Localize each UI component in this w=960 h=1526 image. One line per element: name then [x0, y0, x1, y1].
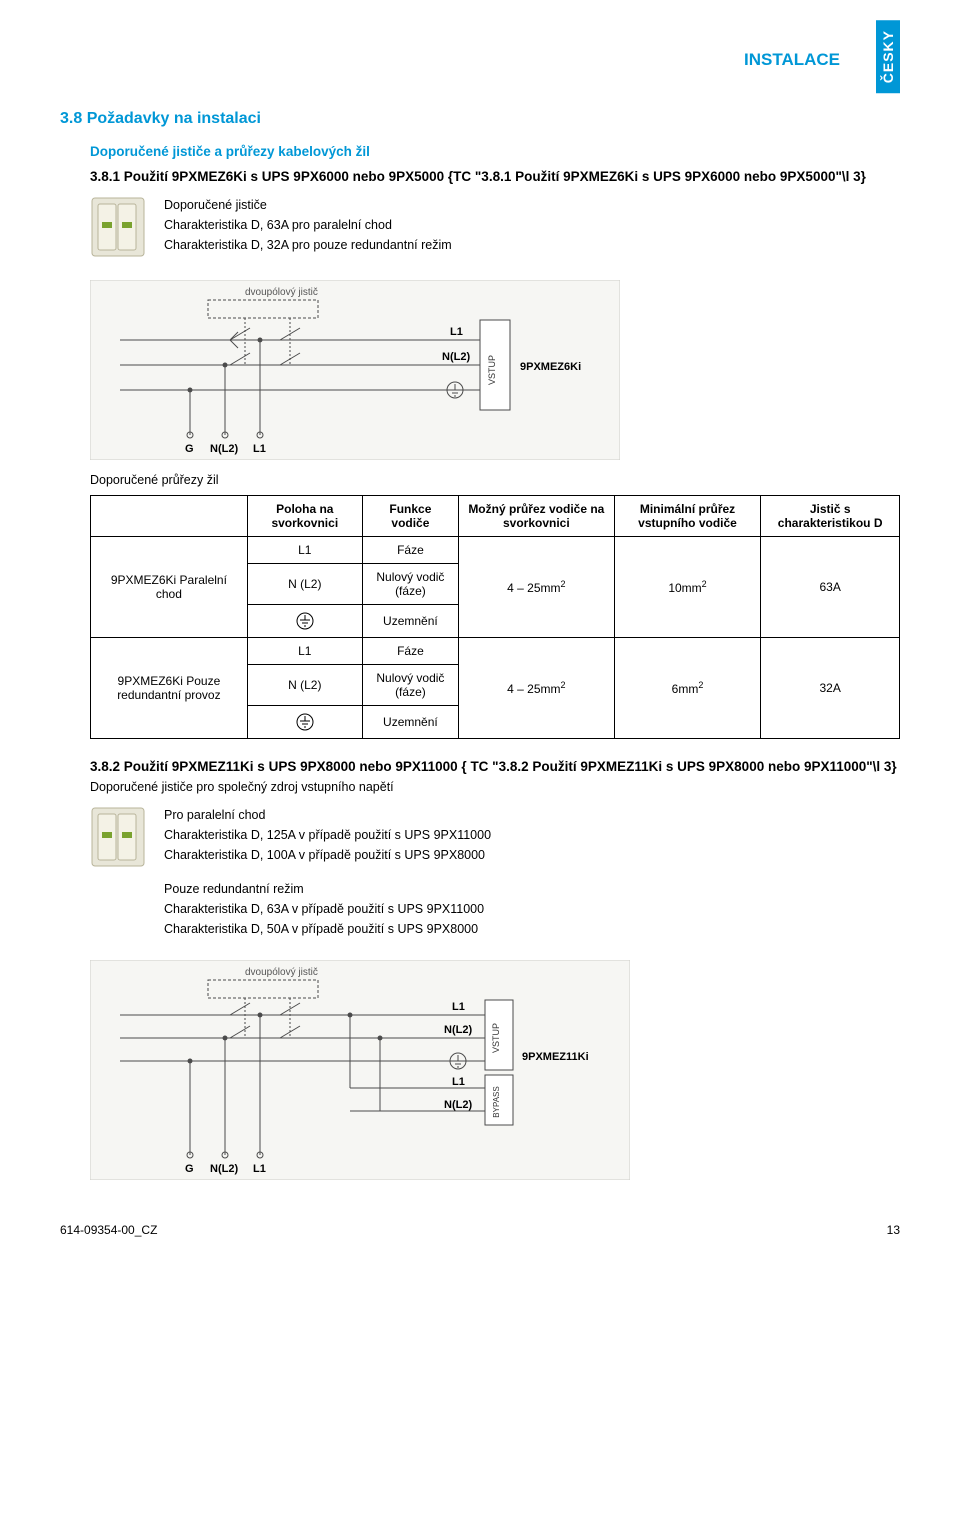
svg-text:9PXMEZ6Ki: 9PXMEZ6Ki	[520, 361, 581, 373]
table-header: Minimální průřez vstupního vodiče	[614, 496, 761, 537]
subsection-3-8-2-heading: 3.8.2 Použití 9PXMEZ11Ki s UPS 9PX8000 n…	[90, 759, 900, 774]
language-tab: ČESKY	[876, 20, 900, 93]
svg-text:G: G	[185, 1163, 194, 1175]
breaker-spec-line: Charakteristika D, 63A pro paralelní cho…	[164, 218, 452, 232]
table-cell: 4 – 25mm2	[458, 638, 614, 739]
table-cell: N (L2)	[247, 665, 362, 706]
table-cell: Nulový vodič (fáze)	[362, 564, 458, 605]
table-row: 9PXMEZ6Ki Paralelní chod L1 Fáze 4 – 25m…	[91, 537, 900, 564]
doc-number: 614-09354-00_CZ	[60, 1223, 157, 1237]
table-cell: L1	[247, 638, 362, 665]
table-header: Funkce vodiče	[362, 496, 458, 537]
diagram-label: dvoupólový jistič	[245, 287, 318, 298]
wire-spec-table-6ki: Poloha na svorkovnici Funkce vodiče Možn…	[90, 495, 900, 739]
row-label: 9PXMEZ6Ki Paralelní chod	[91, 537, 248, 638]
breaker-spec-line: Charakteristika D, 100A v případě použit…	[164, 848, 491, 862]
svg-text:dvoupólový jistič: dvoupólový jistič	[245, 967, 318, 978]
svg-text:L1: L1	[253, 1163, 266, 1175]
ground-icon	[247, 605, 362, 638]
svg-text:N(L2): N(L2)	[210, 1163, 238, 1175]
table-cell: 32A	[761, 638, 900, 739]
svg-text:N(L2): N(L2)	[210, 443, 238, 455]
recommended-breakers-label: Doporučené jističe	[164, 198, 452, 212]
table-header: Možný průřez vodiče na svorkovnici	[458, 496, 614, 537]
parallel-mode-label: Pro paralelní chod	[164, 808, 491, 822]
svg-text:L1: L1	[450, 326, 463, 338]
svg-text:L1: L1	[253, 443, 266, 455]
breaker-spec-line: Charakteristika D, 50A v případě použití…	[164, 922, 491, 936]
svg-text:G: G	[185, 443, 194, 455]
table-cell: L1	[247, 537, 362, 564]
subsection-3-8-1-heading: 3.8.1 Použití 9PXMEZ6Ki s UPS 9PX6000 ne…	[90, 169, 900, 184]
breaker-spec-line: Charakteristika D, 32A pro pouze redunda…	[164, 238, 452, 252]
table-row: 9PXMEZ6Ki Pouze redundantní provoz L1 Fá…	[91, 638, 900, 665]
circuit-breaker-icon	[90, 192, 146, 262]
svg-text:VSTUP: VSTUP	[491, 1023, 501, 1053]
table-cell: 63A	[761, 537, 900, 638]
table-cell: N (L2)	[247, 564, 362, 605]
circuit-breaker-icon	[90, 802, 146, 942]
table-header: Poloha na svorkovnici	[247, 496, 362, 537]
table-header	[91, 496, 248, 537]
svg-text:VSTUP: VSTUP	[487, 355, 497, 385]
wiring-diagram-11ki: dvoupólový jistič VSTUP BYPASS	[90, 960, 900, 1183]
svg-text:9PXMEZ11Ki: 9PXMEZ11Ki	[522, 1051, 589, 1063]
redundant-mode-label: Pouze redundantní režim	[164, 882, 491, 896]
table-header-row: Poloha na svorkovnici Funkce vodiče Možn…	[91, 496, 900, 537]
table-cell: 4 – 25mm2	[458, 537, 614, 638]
table-cell: Fáze	[362, 537, 458, 564]
breaker-spec-line: Charakteristika D, 63A v případě použití…	[164, 902, 491, 916]
svg-text:N(L2): N(L2)	[444, 1024, 472, 1036]
page-section-header: INSTALACE	[60, 50, 840, 70]
section-3-8-title: 3.8 Požadavky na instalaci	[60, 110, 900, 128]
svg-text:L1: L1	[452, 1076, 465, 1088]
table-cell: Nulový vodič (fáze)	[362, 665, 458, 706]
wiring-diagram-6ki: dvoupólový jistič VSTUP 9PXMEZ6Ki	[90, 280, 900, 463]
svg-text:N(L2): N(L2)	[444, 1099, 472, 1111]
table-cell: 10mm2	[614, 537, 761, 638]
row-label: 9PXMEZ6Ki Pouze redundantní provoz	[91, 638, 248, 739]
table-cell: Fáze	[362, 638, 458, 665]
ground-icon	[247, 706, 362, 739]
common-source-breakers-label: Doporučené jističe pro společný zdroj vs…	[90, 780, 900, 794]
page-number: 13	[887, 1223, 900, 1237]
svg-text:BYPASS: BYPASS	[492, 1086, 501, 1117]
svg-text:L1: L1	[452, 1001, 465, 1013]
svg-text:N(L2): N(L2)	[442, 351, 470, 363]
recommended-wire-sections-label: Doporučené průřezy žil	[90, 473, 900, 487]
table-header: Jistič s charakteristikou D	[761, 496, 900, 537]
table-cell: Uzemnění	[362, 605, 458, 638]
breaker-spec-line: Charakteristika D, 125A v případě použit…	[164, 828, 491, 842]
recommended-breakers-title: Doporučené jističe a průřezy kabelových …	[90, 144, 900, 159]
table-cell: Uzemnění	[362, 706, 458, 739]
table-cell: 6mm2	[614, 638, 761, 739]
